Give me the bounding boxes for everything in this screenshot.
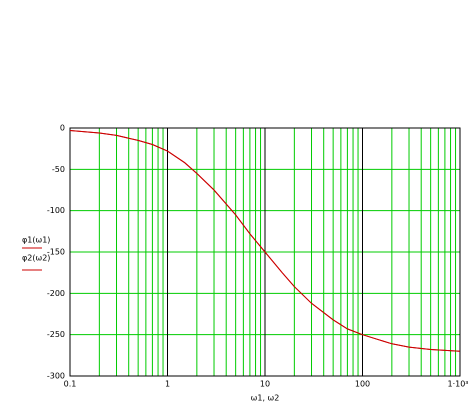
legend-label: φ2(ω2) xyxy=(22,254,50,263)
x-tick-label: 0.1 xyxy=(64,380,77,389)
y-tick-label: -200 xyxy=(47,289,65,298)
y-tick-label: -50 xyxy=(52,165,65,174)
y-tick-label: -100 xyxy=(47,206,65,215)
y-tick-label: -250 xyxy=(47,330,65,339)
x-axis-label: ω1, ω2 xyxy=(251,394,280,403)
plot-border xyxy=(69,127,461,377)
x-tick-label: 1·10³ xyxy=(447,380,468,389)
x-tick-label: 10 xyxy=(260,380,270,389)
x-tick-label: 1 xyxy=(165,380,170,389)
line-series xyxy=(69,130,461,352)
y-tick-label: -150 xyxy=(47,248,65,257)
y-tick-label: 0 xyxy=(60,124,65,133)
legend-label: φ1(ω1) xyxy=(22,236,50,245)
x-tick-label: 100 xyxy=(355,380,370,389)
y-tick-label: -300 xyxy=(47,372,65,381)
